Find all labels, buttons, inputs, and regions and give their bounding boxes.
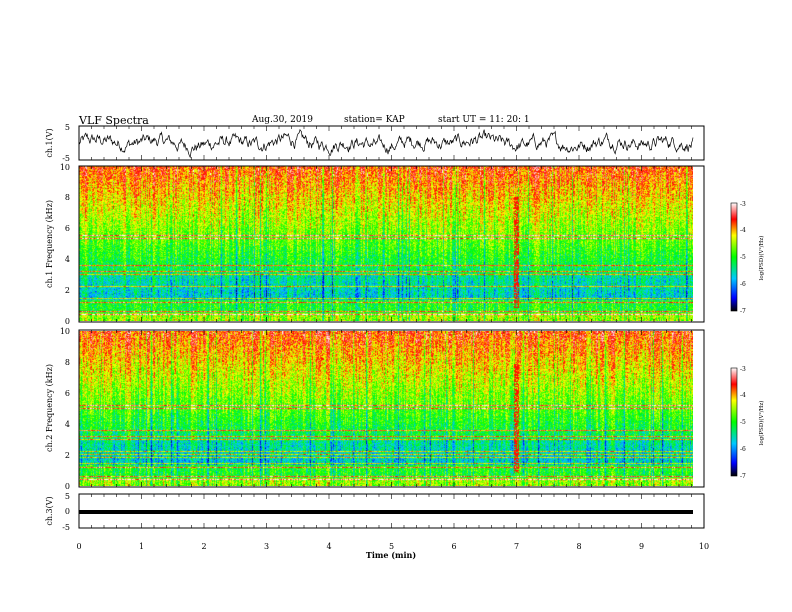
ch2-freq-tick: 4 <box>65 420 70 429</box>
x-tick-label: 9 <box>639 542 644 551</box>
x-tick-label: 6 <box>451 542 456 551</box>
ch1-colorbar: -3 -4 -5 -6 -7 log(PSD)(V²/Hz) <box>730 201 765 315</box>
date-label: Aug.30, 2019 <box>252 115 313 125</box>
x-tick-label: 7 <box>514 542 519 551</box>
ch3-waveform-panel: 5 0 -5 ch.3(V) <box>45 492 705 532</box>
x-tick-label: 0 <box>76 542 81 551</box>
cb1-tick: -3 <box>740 201 746 208</box>
ch1-freq-tick: 8 <box>65 193 70 202</box>
cb1-tick: -5 <box>740 254 746 261</box>
ch3-ylabel: ch.3(V) <box>45 496 54 525</box>
chart-title: VLF Spectra <box>79 114 149 127</box>
ch2-freq-tick: 10 <box>60 327 70 336</box>
ch2-spectrogram-heatmap <box>79 331 693 486</box>
cb2-tick: -7 <box>740 473 746 480</box>
x-tick-label: 8 <box>576 542 581 551</box>
x-tick-label: 2 <box>201 542 206 551</box>
ch2-colorbar: -3 -4 -5 -6 -7 log(PSD)(V²/Hz) <box>730 366 765 480</box>
cb2-tick: -5 <box>740 419 746 426</box>
ch1-freq-ticks: 0 2 4 6 8 10 <box>60 163 70 326</box>
ch1-ytick-top: 5 <box>65 123 70 132</box>
cb1-label: log(PSD)(V²/Hz) <box>758 236 765 281</box>
ch1-freq-tick: 0 <box>65 317 70 326</box>
cb1-tick: -4 <box>740 227 746 234</box>
ch1-freq-tick: 2 <box>65 286 70 295</box>
x-tick-label: 3 <box>264 542 269 551</box>
cb1-tick: -6 <box>740 281 746 288</box>
ch3-ytick: 0 <box>65 507 70 516</box>
cb2-tick: -4 <box>740 392 746 399</box>
ch3-ytick: -5 <box>62 523 70 532</box>
ch2-freq-tick: 2 <box>65 451 70 460</box>
x-tick-label: 4 <box>326 542 331 551</box>
ch3-ytick: 5 <box>65 492 70 501</box>
ch1-ylabel: ch.1(V) <box>45 128 54 157</box>
ch1-freq-tick: 6 <box>65 224 70 233</box>
ch1-freq-tick: 10 <box>60 163 70 172</box>
ch2-freq-tick: 6 <box>65 389 70 398</box>
ch1-spectrogram-panel: 0 2 4 6 8 10 ch.1 Frequency (kHz) <box>45 163 705 326</box>
x-tick-label: 10 <box>699 542 709 551</box>
ch1-freq-tick: 4 <box>65 255 70 264</box>
ch1-freq-ylabel: ch.1 Frequency (kHz) <box>45 200 54 288</box>
ch1-waveform-panel: 5 -5 ch.1(V) <box>45 123 705 163</box>
x-tick-label: 5 <box>389 542 394 551</box>
x-tick-label: 1 <box>139 542 144 551</box>
ch2-spectrogram-panel: 0 2 4 6 8 10 ch.2 Frequency (kHz) <box>45 327 705 491</box>
ch2-freq-ylabel: ch.2 Frequency (kHz) <box>45 364 54 452</box>
cb2-tick: -3 <box>740 366 746 373</box>
ch1-spectrogram-heatmap <box>79 166 693 321</box>
start-time-label: start UT = 11: 20: 1 <box>438 115 530 125</box>
ch1-ytick-bottom: -5 <box>62 154 70 163</box>
cb2-label: log(PSD)(V²/Hz) <box>758 401 765 446</box>
x-axis: 0 1 2 3 4 5 6 7 8 9 10 Time (min) <box>76 542 709 560</box>
ch1-waveform-line <box>78 128 694 159</box>
ch2-freq-tick: 0 <box>65 482 70 491</box>
station-label: station= KAP <box>344 115 405 125</box>
ch2-freq-tick: 8 <box>65 358 70 367</box>
x-axis-label: Time (min) <box>366 550 416 560</box>
cb2-tick: -6 <box>740 446 746 453</box>
cb1-tick: -7 <box>740 308 746 315</box>
